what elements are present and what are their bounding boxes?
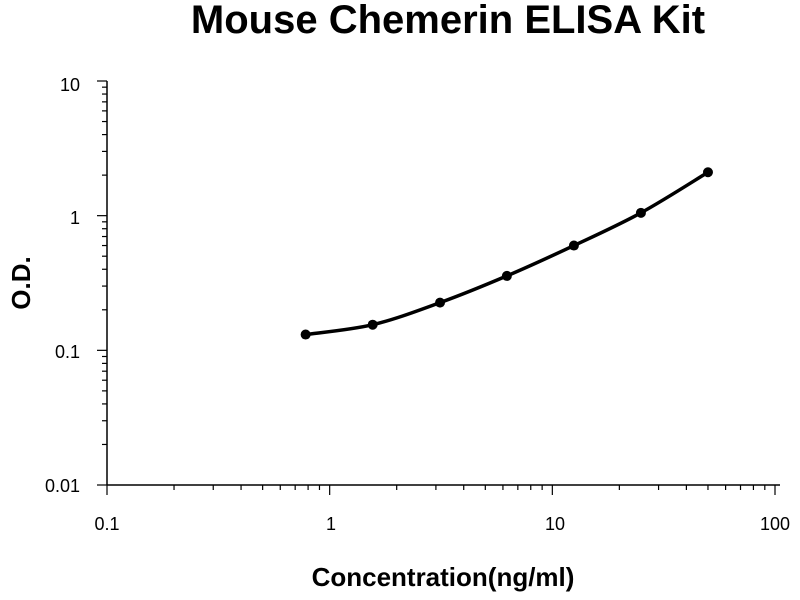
series-standard-curve: [300, 167, 713, 340]
data-point: [635, 207, 646, 218]
y-axis-title: O.D.: [6, 256, 36, 309]
data-point: [300, 329, 311, 340]
data-point: [367, 319, 378, 330]
data-point: [702, 167, 713, 178]
y-tick-label-10: 10: [60, 75, 80, 95]
data-point: [435, 297, 446, 308]
y-axis-ticks: [97, 80, 107, 486]
x-axis-title: Concentration(ng/ml): [312, 562, 575, 592]
x-tick-label-100: 100: [760, 514, 790, 534]
x-tick-label-0-1: 0.1: [94, 514, 119, 534]
data-point: [501, 270, 512, 281]
x-tick-label-1: 1: [326, 514, 336, 534]
y-tick-label-1: 1: [70, 208, 80, 228]
data-point: [568, 240, 579, 251]
x-axis-ticks: [106, 485, 776, 495]
y-tick-label-0-01: 0.01: [45, 476, 80, 496]
chart-title: Mouse Chemerin ELISA Kit: [191, 0, 705, 42]
x-tick-label-10: 10: [545, 514, 565, 534]
y-tick-label-0-1: 0.1: [55, 342, 80, 362]
